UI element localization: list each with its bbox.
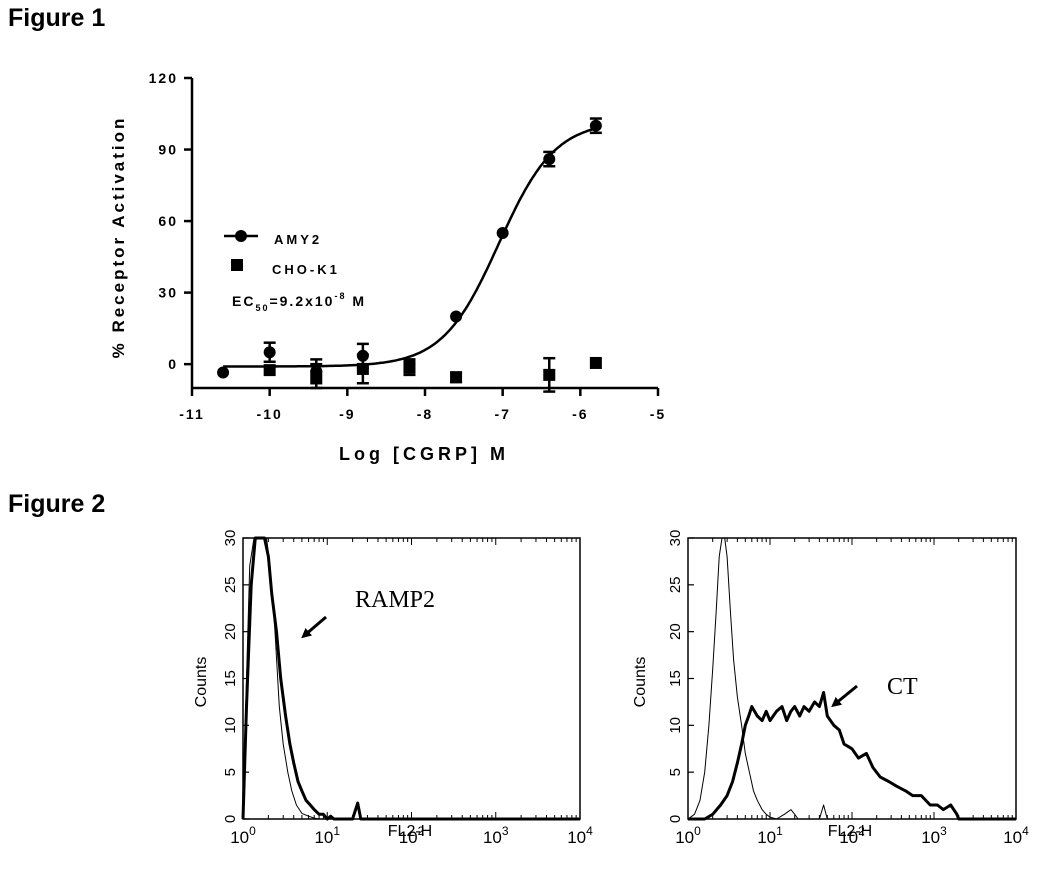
- x-tick-label: -11: [179, 406, 204, 422]
- panel-a-x-axis-label: FL2-H: [388, 823, 432, 840]
- legend-marker-cho-k1: [231, 259, 243, 271]
- legend-label-cho-k1: CHO-K1: [272, 262, 340, 277]
- y-tick-label: 0: [168, 356, 178, 372]
- cho-k1-data-point: [403, 361, 416, 374]
- ramp2-x-tick-label: 100: [230, 824, 256, 847]
- arrow-icon: [301, 615, 327, 639]
- amy2-data-point: [217, 366, 230, 379]
- ct-y-tick-label: 30: [667, 530, 684, 547]
- ct-y-tick-label: 0: [667, 815, 684, 823]
- ramp2-histogram-control: [242, 537, 580, 820]
- ramp2-y-tick-label: 20: [222, 623, 239, 640]
- ramp2-x-tick-label: 104: [567, 824, 593, 847]
- ramp2-y-tick-label: 5: [222, 768, 239, 776]
- x-tick-label: -5: [650, 406, 666, 422]
- amy2-fit-curve: [223, 127, 597, 368]
- ct-panel: 0 5 10 15 20 25 30 100 101 102 103 104: [667, 530, 1029, 847]
- y-tick-label: 30: [158, 285, 178, 301]
- ramp2-annotation: RAMP2: [355, 587, 435, 613]
- y-axis-label: % Receptor Activation: [109, 116, 128, 359]
- x-tick-label: -9: [339, 406, 355, 422]
- amy2-data-point: [543, 153, 556, 166]
- ct-annotation: CT: [887, 674, 918, 700]
- legend-label-amy2: AMY2: [274, 232, 322, 247]
- cho-k1-data-point: [589, 356, 602, 369]
- ct-x-tick-label: 101: [757, 824, 783, 847]
- ct-x-tick-label: 100: [675, 824, 701, 847]
- y-tick-label: 90: [158, 142, 178, 158]
- x-tick-label: -7: [494, 406, 510, 422]
- arrow-icon: [831, 684, 858, 708]
- figure-1-chart: Log [CGRP] M % Receptor Activation AMY2 …: [109, 116, 509, 464]
- amy2-data-point: [450, 310, 463, 323]
- ramp2-x-tick-label: 101: [314, 824, 340, 847]
- ramp2-x-tick-label: 103: [483, 824, 509, 847]
- ct-x-tick-label: 103: [921, 824, 947, 847]
- x-tick-label: -8: [417, 406, 433, 422]
- ct-y-tick-label: 25: [667, 576, 684, 593]
- cho-k1-data-point: [310, 370, 323, 383]
- amy2-data-point: [263, 346, 276, 359]
- panel-b-x-axis-label: FL2-H: [828, 823, 872, 840]
- amy2-data-point: [589, 119, 602, 132]
- amy2-data-point: [496, 227, 509, 239]
- ramp2-y-tick-label: 15: [222, 670, 239, 687]
- x-tick-label: -6: [572, 406, 588, 422]
- y-tick-label: 60: [158, 213, 178, 229]
- ramp2-panel: 0 5 10 15 20 25 30 100 101 102 103 104: [222, 530, 593, 847]
- ct-y-tick-label: 20: [667, 623, 684, 640]
- ct-y-tick-label: 5: [667, 768, 684, 776]
- cho-k1-data-point: [543, 368, 556, 381]
- ct-histogram-ct: [688, 691, 1016, 821]
- ct-y-tick-label: 10: [667, 717, 684, 734]
- figure-1-title: Figure 1: [8, 4, 106, 32]
- ramp2-y-tick-label: 30: [222, 530, 239, 547]
- figure-1-plot-area: 0 30 60 90 120 -11 -10 -9 -8 -7 -6 -5: [149, 70, 666, 422]
- ramp2-y-tick-label: 25: [222, 576, 239, 593]
- cho-k1-data-point: [356, 362, 369, 375]
- figure-2-histograms: FL2-H Counts RAMP2 FL2-H Counts CT: [193, 587, 918, 840]
- ct-histogram-control: [687, 537, 1016, 820]
- ramp2-y-tick-label: 10: [222, 717, 239, 734]
- cho-k1-data-point: [450, 371, 463, 384]
- ramp2-x-tick-label: 102: [399, 824, 425, 847]
- figure-2-title: Figure 2: [8, 490, 106, 518]
- ramp2-y-tick-label: 0: [222, 815, 239, 823]
- ct-x-tick-label: 102: [839, 824, 865, 847]
- ec50-annotation: EC50=9.2x10-8 M: [232, 291, 366, 313]
- ct-plot-frame: [687, 537, 1017, 820]
- ramp2-histogram-ramp2: [241, 536, 580, 821]
- y-tick-label: 120: [149, 70, 178, 86]
- ramp2-plot-frame: [242, 537, 581, 820]
- cho-k1-data-point: [263, 364, 276, 377]
- panel-a-y-axis-label: Counts: [193, 657, 210, 708]
- panel-b-y-axis-label: Counts: [632, 657, 649, 708]
- x-axis-label: Log [CGRP] M: [339, 444, 509, 464]
- ct-y-tick-label: 15: [667, 670, 684, 687]
- legend-marker-amy2: [235, 230, 247, 242]
- ct-x-tick-label: 104: [1003, 824, 1029, 847]
- x-tick-label: -10: [257, 406, 283, 422]
